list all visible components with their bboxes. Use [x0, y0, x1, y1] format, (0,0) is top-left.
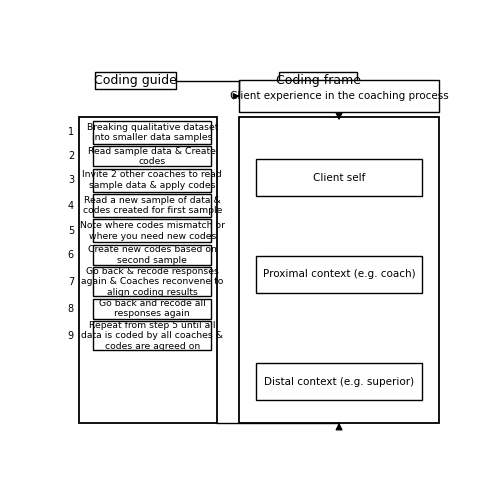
Text: Invite 2 other coaches to read
sample data & apply codes: Invite 2 other coaches to read sample da… [82, 170, 222, 190]
Bar [93, 267, 211, 296]
Text: 2: 2 [68, 151, 74, 161]
Bar [256, 364, 422, 401]
Bar [93, 194, 211, 217]
Text: Coding frame: Coding frame [275, 74, 361, 88]
Text: Go back & recode responses
again & Coaches reconvene to
align coding results: Go back & recode responses again & Coach… [81, 267, 224, 296]
Bar [279, 72, 357, 90]
Text: Client experience in the coaching process: Client experience in the coaching proces… [230, 91, 449, 101]
Bar [95, 72, 176, 90]
Text: Client self: Client self [313, 173, 365, 183]
Text: 1: 1 [68, 128, 74, 138]
Bar [256, 160, 422, 196]
Text: Create new codes based on
second sample: Create new codes based on second sample [88, 245, 217, 264]
Text: 8: 8 [68, 304, 74, 314]
Text: Proximal context (e.g. coach): Proximal context (e.g. coach) [263, 269, 415, 279]
Bar [239, 117, 439, 424]
Bar [93, 121, 211, 144]
Text: Read a new sample of data &
codes created for first sample: Read a new sample of data & codes create… [83, 196, 222, 215]
Text: Breaking qualitative dataset
into smaller data samples: Breaking qualitative dataset into smalle… [87, 122, 218, 142]
Text: 5: 5 [68, 226, 74, 236]
Bar [79, 117, 218, 424]
Bar [93, 146, 211, 167]
Text: Coding guide: Coding guide [94, 74, 177, 88]
Text: 7: 7 [68, 277, 74, 287]
Text: Distal context (e.g. superior): Distal context (e.g. superior) [264, 377, 414, 387]
Bar [93, 321, 211, 350]
Text: 9: 9 [68, 330, 74, 340]
Bar [239, 80, 439, 112]
Text: Repeat from step 5 until all
data is coded by all coaches &
codes are agreed on: Repeat from step 5 until all data is cod… [81, 321, 223, 350]
Text: 4: 4 [68, 200, 74, 210]
Bar [93, 168, 211, 192]
Text: Go back and recode all
responses again: Go back and recode all responses again [99, 299, 206, 318]
Text: Note where codes mismatch or
where you need new codes: Note where codes mismatch or where you n… [80, 221, 225, 240]
Text: 3: 3 [68, 175, 74, 185]
Text: 6: 6 [68, 250, 74, 260]
Bar [93, 220, 211, 242]
Bar [93, 245, 211, 265]
Bar [256, 256, 422, 292]
Text: Read sample data & Create
codes: Read sample data & Create codes [88, 146, 216, 166]
Bar [93, 298, 211, 318]
